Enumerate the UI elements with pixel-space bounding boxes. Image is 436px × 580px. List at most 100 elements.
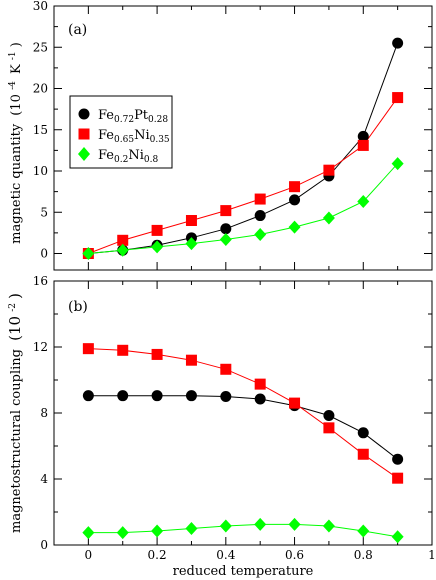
data-point-circle	[220, 391, 232, 402]
panel-a-label: (a)	[68, 22, 87, 38]
y-tick-label: 20	[33, 82, 48, 96]
data-point-square	[254, 378, 266, 390]
data-point-circle	[254, 393, 266, 405]
x-tick-label: 0.6	[285, 548, 304, 562]
x-tick-label: 1	[428, 548, 436, 562]
data-point-diamond	[82, 247, 95, 260]
data-point-diamond	[357, 524, 370, 538]
data-point-square	[185, 215, 197, 226]
y-tick-label: 30	[33, 0, 48, 13]
data-point-diamond	[185, 522, 198, 535]
data-point-circle	[151, 390, 163, 402]
data-point-circle	[185, 390, 197, 402]
panel-a-ylabel-unit-exp: -4	[8, 81, 18, 90]
panel-b-ylabel-unit-close: )	[6, 293, 24, 299]
y-tick-label: 12	[33, 340, 48, 354]
data-point-circle	[117, 390, 129, 402]
data-point-circle	[220, 223, 232, 235]
y-tick-label: 4	[40, 472, 48, 486]
data-point-square	[117, 234, 129, 246]
x-tick-label: 0.4	[216, 548, 235, 562]
y-tick-label: 15	[33, 123, 48, 137]
panel-b-ticks: 0 0.2 0.4 0.6 0.8 1 0 4 8 12 16	[33, 274, 436, 562]
data-point-diamond	[357, 195, 370, 209]
data-point-circle	[392, 37, 404, 49]
data-point-diamond	[151, 240, 164, 254]
panel-a-series	[82, 37, 404, 260]
panel-a-ylabel: magnetic quantity (10 -4 K -1 )	[4, 42, 24, 244]
panel-a-ylabel-unit-mid: K	[9, 64, 24, 74]
series-line-diamond	[88, 523, 398, 538]
data-point-circle	[357, 427, 369, 439]
legend-label-feni-08: Fe0.2Ni0.8	[98, 148, 158, 165]
panel-b-series	[82, 343, 404, 544]
data-point-diamond	[116, 526, 129, 540]
data-point-diamond	[322, 211, 335, 225]
data-point-diamond	[116, 243, 129, 257]
data-point-square	[220, 363, 232, 375]
data-point-diamond	[288, 517, 301, 531]
data-point-square	[323, 164, 335, 176]
data-point-square	[392, 92, 404, 104]
panel-b-frame	[53, 280, 433, 546]
data-point-square	[323, 422, 335, 434]
y-tick-label: 25	[33, 40, 48, 54]
y-tick-label: 0	[40, 538, 48, 552]
panel-a-ylabel-unit-exp2: -1	[8, 51, 18, 60]
legend-label-feni-035: Fe0.65Ni0.35	[98, 128, 170, 145]
data-point-circle	[392, 453, 404, 465]
data-point-diamond	[185, 237, 198, 251]
panel-b-ylabel-unit-exp: -2	[8, 303, 18, 312]
panel-b-label: (b)	[68, 299, 88, 315]
legend-marker-feni-035	[78, 128, 90, 140]
panel-a-ylabel-main: magnetic quantity	[9, 123, 24, 244]
data-point-circle	[357, 130, 369, 142]
panel-b-ylabel: magnetostructural coupling (10 -2 )	[4, 293, 24, 533]
data-point-circle	[323, 409, 335, 421]
series-line-square	[88, 97, 399, 254]
panel-b-ylabel-unit-base: (10	[6, 316, 24, 341]
panel-a: (a) 0 5 10 15 20 25 30 magnetic quantity (10 -…	[4, 0, 433, 271]
series-line-square	[88, 348, 398, 479]
series-line-circle	[88, 395, 398, 460]
data-point-square	[151, 348, 163, 360]
x-tick-label: 0	[85, 548, 93, 562]
data-point-diamond	[391, 530, 404, 544]
data-point-diamond	[288, 220, 301, 234]
data-point-diamond	[254, 228, 267, 242]
panel-a-frame	[53, 5, 433, 271]
y-tick-label: 8	[40, 406, 48, 420]
data-point-square	[254, 193, 266, 205]
panel-b-ylabel-main: magnetostructural coupling	[9, 349, 24, 533]
data-point-square	[151, 224, 163, 236]
data-point-circle	[289, 194, 301, 206]
data-point-diamond	[322, 519, 335, 533]
y-tick-label: 0	[40, 247, 48, 261]
data-point-square	[357, 139, 369, 151]
data-point-diamond	[151, 524, 164, 538]
y-tick-label: 16	[33, 274, 48, 288]
data-point-square	[289, 397, 301, 409]
data-point-square	[82, 343, 94, 355]
panel-a-ylabel-unit-base: (10	[9, 94, 24, 116]
y-tick-label: 10	[33, 164, 48, 178]
data-point-diamond	[82, 526, 95, 540]
legend: Fe0.72Pt0.28 Fe0.65Ni0.35 Fe0.2Ni0.8	[69, 95, 173, 169]
y-tick-label: 5	[40, 205, 48, 219]
legend-marker-feni-08	[78, 147, 90, 161]
x-tick-label: 0.2	[148, 548, 167, 562]
data-point-square	[357, 448, 369, 460]
panel-a-ticks: 0 5 10 15 20 25 30	[33, 0, 433, 270]
data-point-diamond	[391, 157, 404, 171]
x-tick-label: 0.8	[354, 548, 373, 562]
data-point-square	[185, 354, 197, 366]
data-point-diamond	[219, 519, 232, 533]
data-point-square	[392, 472, 404, 484]
series-line-diamond	[88, 163, 398, 254]
panel-b: (b) 0 0.2 0.4 0.6 0.8 1 0 4 8 12 16 magnetostructu…	[4, 274, 436, 579]
data-point-diamond	[254, 517, 267, 531]
data-point-square	[117, 344, 129, 356]
legend-marker-fept	[78, 108, 90, 120]
x-axis-label: reduced temperature	[173, 564, 314, 579]
